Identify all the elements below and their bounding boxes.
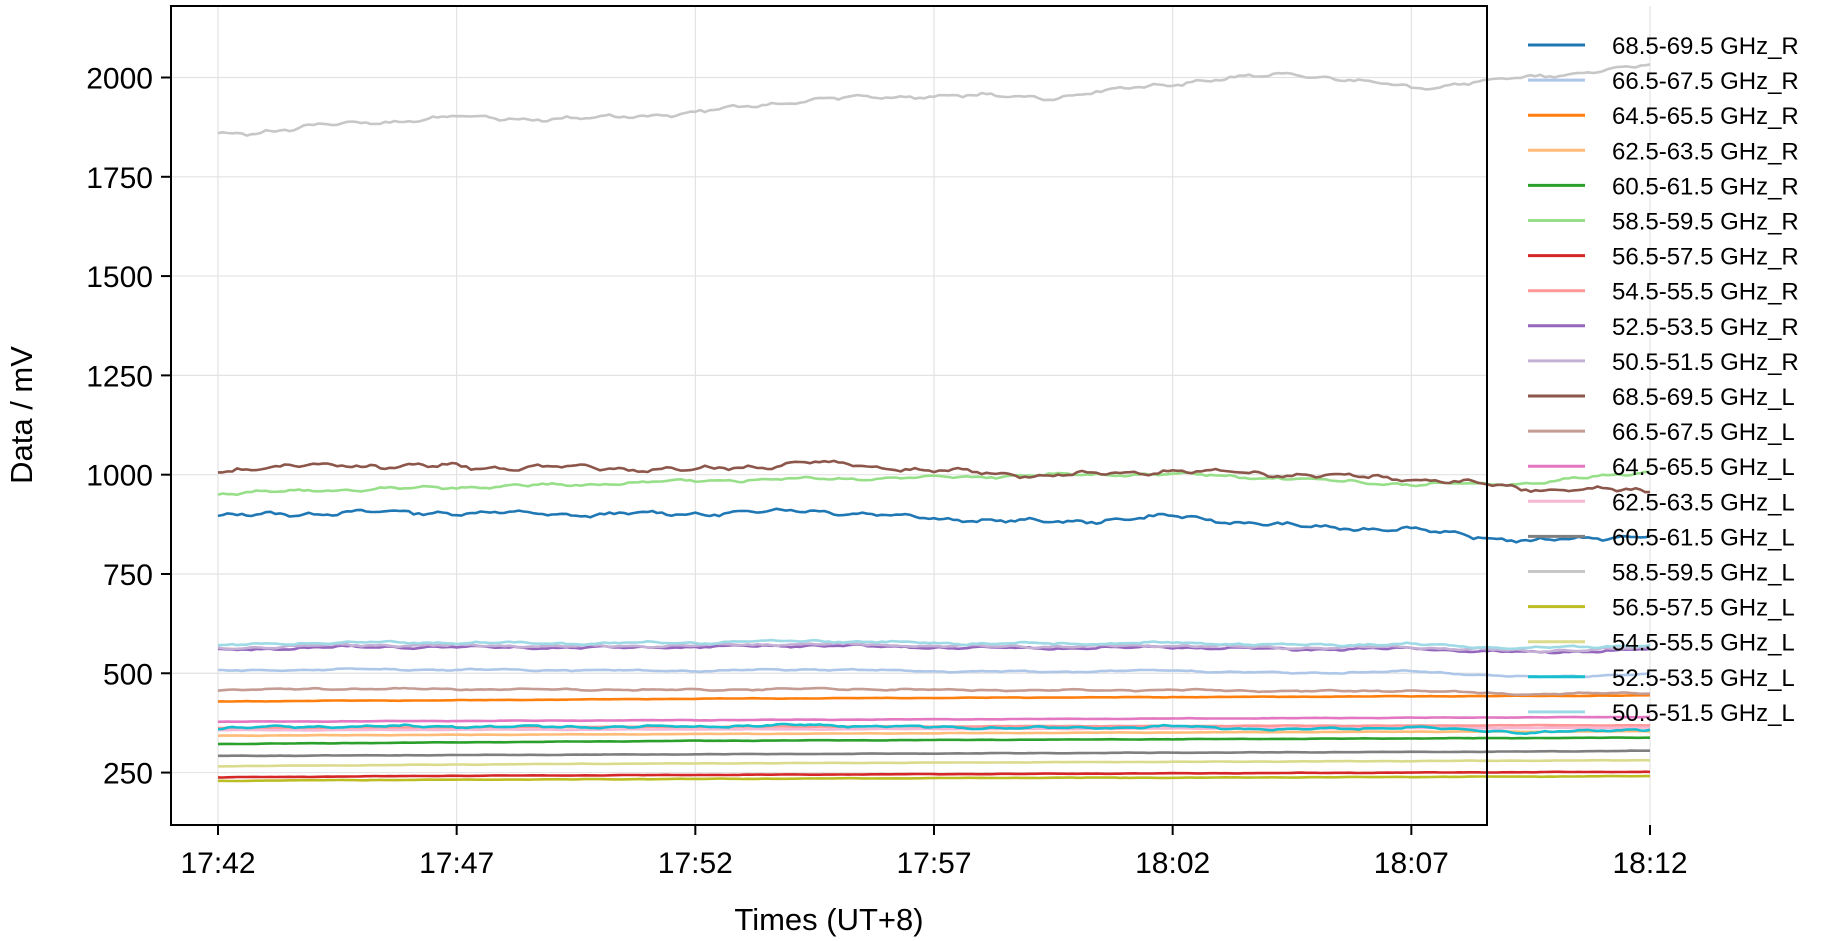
plot-frame (170, 5, 1488, 826)
x-axis: 17:42 17:47 17:52 17:57 18:02 18:07 18:12 (180, 825, 1688, 880)
x-tick-label: 17:42 (180, 847, 255, 880)
legend-label: 66.5-67.5 GHz_L (1612, 419, 1795, 446)
legend: 68.5-69.5 GHz_R 66.5-67.5 GHz_R 64.5-65.5 … (1528, 33, 1799, 727)
series-line-12 (217, 686, 1650, 697)
legend-label: 64.5-65.5 GHz_L (1612, 454, 1795, 481)
legend-label: 62.5-63.5 GHz_L (1612, 489, 1795, 516)
legend-label: 52.5-53.5 GHz_R (1612, 314, 1799, 341)
series-line-20 (217, 638, 1651, 651)
legend-label: 60.5-61.5 GHz_L (1612, 524, 1795, 551)
series-line-5 (217, 736, 1650, 746)
legend-label: 60.5-61.5 GHz_R (1612, 173, 1799, 200)
legend-label: 62.5-63.5 GHz_R (1612, 138, 1799, 165)
y-tick-label: 1500 (86, 261, 153, 294)
series-line-16 (217, 63, 1651, 137)
y-tick-label: 1000 (86, 460, 153, 493)
series-line-1 (217, 507, 1651, 544)
y-axis-title: Data / mV (4, 346, 39, 484)
y-tick-label: 500 (103, 658, 153, 691)
legend-label: 54.5-55.5 GHz_R (1612, 279, 1799, 306)
legend-label: 52.5-53.5 GHz_L (1612, 665, 1795, 692)
y-tick-label: 1250 (86, 360, 153, 393)
series-line-19 (217, 722, 1651, 736)
series-line-3 (218, 693, 1651, 703)
y-tick-label: 250 (103, 758, 153, 791)
legend-label: 66.5-67.5 GHz_R (1612, 68, 1799, 95)
series-line-13 (217, 715, 1651, 724)
legend-label: 58.5-59.5 GHz_L (1612, 560, 1795, 587)
legend-label: 50.5-51.5 GHz_R (1612, 349, 1799, 376)
y-tick-label: 1750 (86, 162, 153, 195)
legend-label: 68.5-69.5 GHz_R (1612, 33, 1799, 60)
legend-label: 58.5-59.5 GHz_R (1612, 209, 1799, 236)
legend-label: 56.5-57.5 GHz_R (1612, 244, 1799, 271)
series-lines (217, 63, 1651, 783)
x-tick-label: 17:47 (419, 847, 494, 880)
x-axis-title: Times (UT+8) (734, 902, 923, 937)
series-line-11 (218, 459, 1650, 494)
series-line-6 (217, 470, 1651, 497)
legend-label: 64.5-65.5 GHz_R (1612, 103, 1799, 130)
y-axis: 250 500 750 1000 1250 1500 1750 2000 (86, 62, 171, 791)
grid-lines (171, 6, 1651, 825)
series-line-4 (217, 729, 1651, 738)
series-line-2 (218, 667, 1651, 679)
x-tick-label: 17:52 (658, 847, 733, 880)
x-tick-label: 18:02 (1135, 847, 1210, 880)
series-line-18 (217, 758, 1651, 768)
series-line-17 (218, 774, 1651, 783)
legend-label: 54.5-55.5 GHz_L (1612, 630, 1795, 657)
y-tick-label: 750 (103, 559, 153, 592)
legend-label: 56.5-57.5 GHz_L (1612, 595, 1795, 622)
legend-label: 50.5-51.5 GHz_L (1612, 700, 1795, 727)
x-tick-label: 18:07 (1374, 847, 1449, 880)
series-line-15 (218, 749, 1650, 758)
x-tick-label: 18:12 (1612, 847, 1687, 880)
series-line-7 (217, 770, 1651, 779)
x-tick-label: 17:57 (896, 847, 971, 880)
y-tick-label: 2000 (86, 62, 153, 95)
legend-label: 68.5-69.5 GHz_L (1612, 384, 1795, 411)
